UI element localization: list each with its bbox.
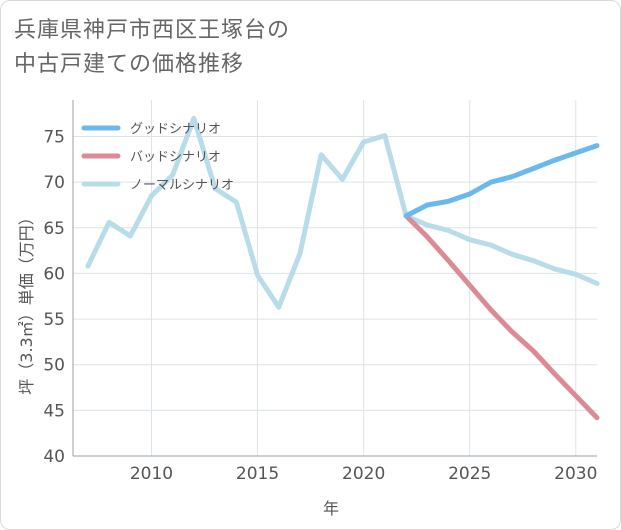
x-tick-label-2030: 2030 <box>554 464 597 484</box>
y-tick-label-40: 40 <box>43 447 65 467</box>
y-tick-label-55: 55 <box>43 310 65 330</box>
legend-label-normal: ノーマルシナリオ <box>130 178 234 193</box>
y-tick-label-70: 70 <box>43 173 65 193</box>
series-line-bad <box>403 213 600 421</box>
y-tick-label-50: 50 <box>43 356 65 376</box>
y-tick-label-60: 60 <box>43 264 65 284</box>
y-tick-label-75: 75 <box>43 128 65 148</box>
series-line-good <box>403 143 600 219</box>
y-axis-label: 坪（3.3㎡）単価（万円） <box>17 209 36 394</box>
chart-title: 兵庫県神戸市西区王塚台の 中古戸建ての価格推移 <box>14 14 290 82</box>
x-tick-label-2020: 2020 <box>342 464 385 484</box>
y-tick-label-45: 45 <box>43 401 65 421</box>
title-line-1: 兵庫県神戸市西区王塚台の <box>14 18 291 43</box>
legend-label-bad: バッドシナリオ <box>130 150 221 165</box>
x-tick-label-2010: 2010 <box>130 464 173 484</box>
axes: 40 45 50 55 60 65 70 75 2010 2015 2020 2025 2030 <box>43 100 597 484</box>
x-tick-label-2015: 2015 <box>236 464 279 484</box>
title-line-2: 中古戸建ての価格推移 <box>14 52 245 77</box>
x-axis-label: 年 <box>323 499 339 518</box>
x-tick-label-2025: 2025 <box>448 464 491 484</box>
legend-label-good: グッドシナリオ <box>130 122 221 137</box>
series-lines <box>85 115 600 421</box>
series-line-normal <box>85 115 600 310</box>
y-tick-label-65: 65 <box>43 219 65 239</box>
